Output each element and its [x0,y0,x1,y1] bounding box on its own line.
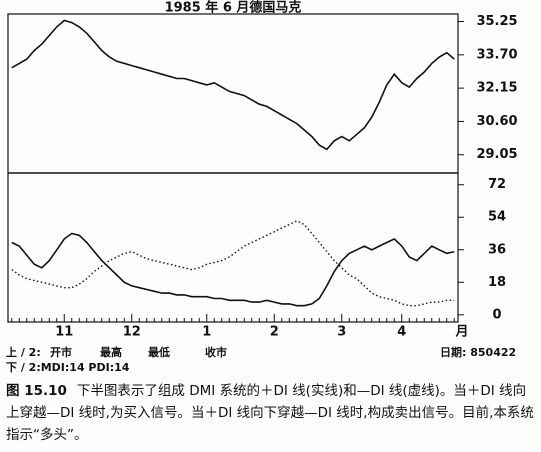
footer-upper: 上 / 2: [6,346,41,359]
y-tick-label: 35.25 [476,14,517,29]
x-tick-label: 1 [202,325,211,340]
y-tick-label: 32.15 [476,81,517,96]
footer-field: 开市 [50,346,72,359]
solid-line [11,19,455,151]
y-tick-label: 33.70 [476,47,517,62]
x-tick-label: 3 [337,325,346,340]
caption-label: 图 15.10 [6,383,67,399]
y-tick-label: 54 [488,210,506,225]
solid-line [11,232,455,307]
plot-frame [7,13,459,323]
x-tick-label: 12 [123,325,141,340]
y-tick-label: 18 [488,275,506,290]
footer-field: 收市 [205,346,227,359]
x-tick-label: 11 [55,325,73,340]
y-tick-label: 72 [488,177,506,192]
chart: 1985 年 6 月德国马克 35.25 33.70 32.15 30.60 29.05… [7,0,518,340]
caption-text: 下半图表示了组成 DMI 系统的＋DI 线(实线)和—DI 线(虚线)。当＋DI… [6,383,534,443]
footer-field: 最低 [148,346,170,359]
chart-title: 1985 年 6 月德国马克 [165,0,302,16]
caption: 图 15.10 下半图表示了组成 DMI 系统的＋DI 线(实线)和—DI 线(虚… [6,380,536,446]
footer-lower: 下 / 2:MDI:14 PDI:14 [6,361,130,374]
y-tick-label: 30.60 [476,114,517,129]
footer-field: 最高 [100,346,122,359]
footer-date: 日期: 850422 [440,346,517,359]
x-tick-label: 4 [397,325,406,340]
dotted-line [11,220,455,307]
x-tick-label: 2 [270,325,279,340]
x-unit: 月 [454,325,468,340]
y-tick-label: 29.05 [476,147,517,162]
y-tick-label: 0 [492,307,501,322]
y-tick-label: 36 [488,242,506,257]
